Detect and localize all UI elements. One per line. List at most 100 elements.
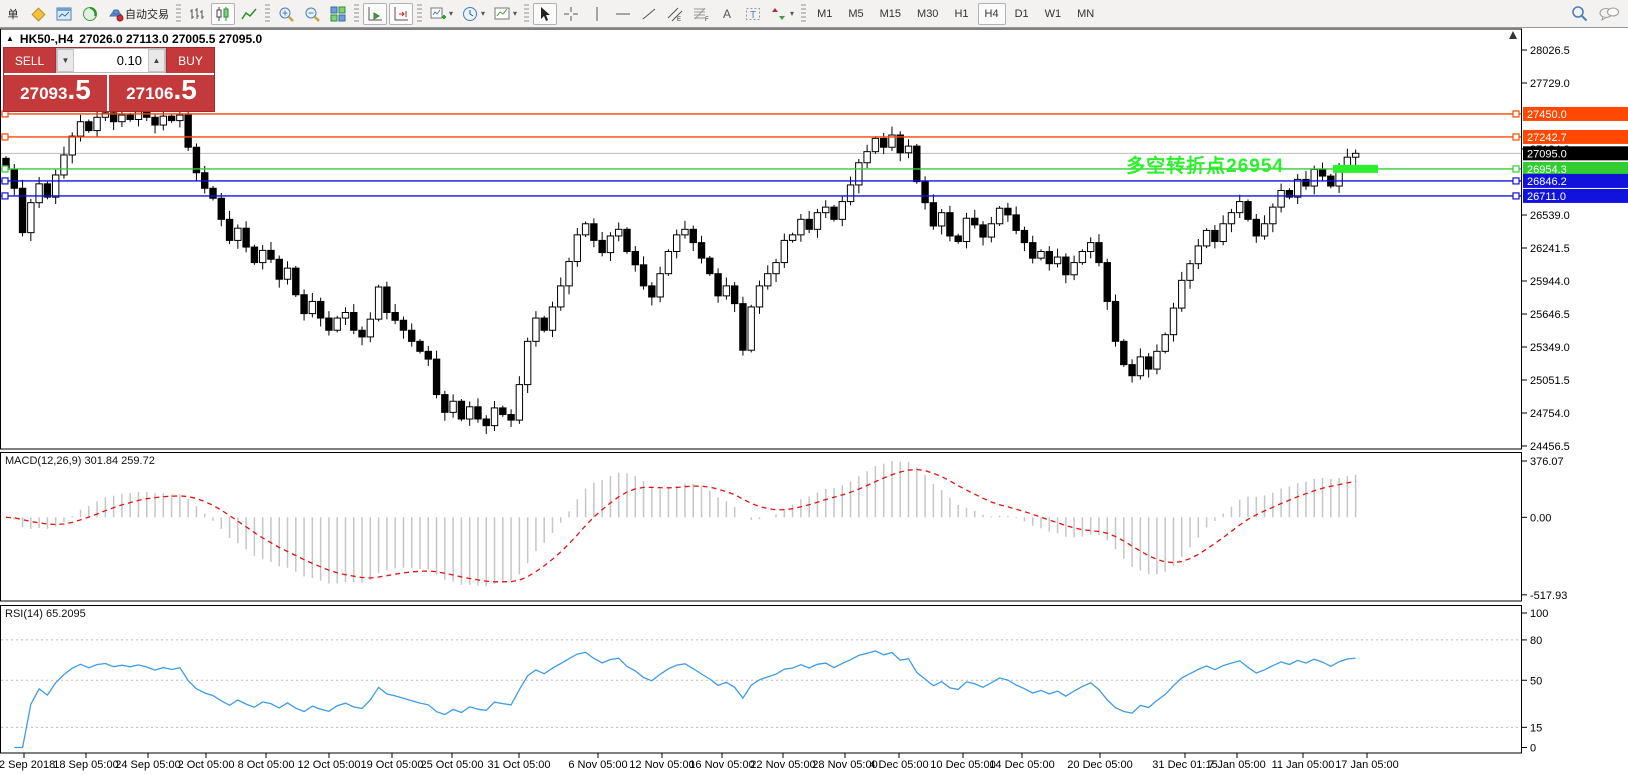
timeframe-h4-button[interactable]: H4 [977, 2, 1006, 25]
autotrading-button[interactable]: 自动交易 [104, 3, 172, 25]
volume-increase-button[interactable]: ▲ [148, 49, 165, 72]
svg-text:12 Nov 05:00: 12 Nov 05:00 [629, 759, 694, 771]
text-button[interactable]: A [715, 3, 739, 25]
timeframe-m15-button[interactable]: M15 [879, 7, 902, 20]
buy-button[interactable]: BUY [166, 48, 214, 73]
periods-button[interactable]: ▾ [458, 3, 488, 25]
svg-text:12 Oct 05:00: 12 Oct 05:00 [298, 759, 361, 771]
price-level-label: 26711.0 [1523, 188, 1628, 203]
dropdown-caret-icon[interactable]: ▾ [790, 9, 795, 18]
auto-scroll-button[interactable] [363, 2, 387, 25]
timeframe-w1-button[interactable]: W1 [1044, 7, 1062, 20]
crosshair-button[interactable] [559, 3, 583, 25]
svg-text:376.07: 376.07 [1530, 456, 1564, 468]
channel-button[interactable]: E [663, 3, 687, 25]
template-icon [493, 5, 511, 23]
timeframe-mn-button[interactable]: MN [1077, 7, 1095, 20]
svg-text:14 Dec 05:00: 14 Dec 05:00 [989, 759, 1054, 771]
svg-text:18 Sep 05:00: 18 Sep 05:00 [53, 759, 118, 771]
zoom-out-button[interactable] [300, 3, 324, 25]
tile-windows-button[interactable] [326, 3, 350, 25]
symbol-name: HK50-,H4 [19, 32, 74, 46]
vertical-line-button[interactable] [585, 3, 609, 25]
autotrading-button-label: 自动交易 [125, 8, 169, 21]
svg-text:F: F [705, 17, 709, 23]
svg-text:80: 80 [1530, 635, 1542, 647]
timeframe-m30-button[interactable]: M30 [917, 7, 939, 20]
new-order-button-label: 单 [7, 8, 19, 21]
fibonacci-button[interactable]: F [689, 3, 713, 25]
zoom-in-button[interactable] [274, 3, 298, 25]
trendline-icon [640, 5, 658, 23]
candlesticks [2, 103, 1360, 435]
dropdown-caret-icon[interactable]: ▾ [449, 9, 454, 18]
timeframe-m1-button[interactable]: M1 [817, 7, 833, 20]
svg-text:50: 50 [1530, 675, 1542, 687]
indicators-button[interactable]: ▾ [426, 3, 456, 25]
toolbar-separator [176, 3, 181, 24]
svg-text:E: E [677, 17, 681, 23]
yellow-diamond-icon [29, 5, 47, 23]
cursor-icon [536, 5, 554, 23]
price-axis[interactable]: 28026.527729.027134.026539.026241.525944… [1522, 45, 1570, 453]
cursor-button[interactable] [533, 2, 558, 25]
arrows-icon [770, 5, 788, 23]
arrows-button[interactable]: ▾ [767, 3, 797, 25]
svg-text:26241.5: 26241.5 [1530, 243, 1570, 255]
tile-icon [329, 5, 347, 23]
toolbar-right-group [1566, 3, 1624, 25]
timeframe-m5-button[interactable]: M5 [848, 7, 864, 20]
sell-button[interactable]: SELL [4, 48, 56, 73]
horizontal-line-26954.3[interactable] [1, 165, 1521, 173]
svg-text:25944.0: 25944.0 [1530, 276, 1570, 288]
price-level-label: 27450.0 [1523, 106, 1628, 121]
sell-price[interactable]: 27093.5 [4, 75, 109, 111]
svg-text:100: 100 [1530, 608, 1548, 620]
symbol-title: ▲ HK50-,H4 27026.0 27113.0 27005.5 27095… [6, 32, 262, 46]
chat-icon [1598, 4, 1620, 24]
svg-text:27729.0: 27729.0 [1530, 78, 1570, 90]
svg-text:26711.0: 26711.0 [1527, 191, 1566, 203]
volume-input[interactable]: 0.10 [74, 49, 148, 72]
line-chart-button[interactable] [237, 3, 261, 25]
navigator-icon [81, 5, 99, 23]
autoscroll-icon [366, 5, 384, 23]
toolbar: 单 自动交易 ▾ ▾ ▾ E F A T ▾ M1 M5 M15 M30 H1 H4 D1 W1 MN [0, 0, 1628, 28]
timeframe-d1-button[interactable]: D1 [1014, 7, 1029, 20]
bar-chart-button[interactable] [185, 3, 209, 25]
templates-button[interactable]: ▾ [490, 3, 520, 25]
collapse-triangle-icon[interactable]: ▲ [6, 33, 14, 43]
search-button[interactable] [1567, 3, 1593, 25]
chart-annotation-text[interactable]: 多空转折点26954 [1126, 156, 1284, 177]
volume-stepper: ▼ 0.10 ▲ [56, 48, 166, 73]
trendline-button[interactable] [637, 3, 661, 25]
chart-shift-button[interactable] [389, 2, 413, 25]
horizontal-line-button[interactable] [611, 3, 635, 25]
text-label-button[interactable]: T [741, 3, 765, 25]
horizontal-line-26711.0[interactable] [1, 192, 1521, 200]
buy-price[interactable]: 27106.5 [109, 75, 214, 111]
bars-icon [188, 5, 206, 23]
volume-decrease-button[interactable]: ▼ [57, 49, 74, 72]
timeframe-h1-button[interactable]: H1 [954, 7, 969, 20]
navigator-button[interactable] [78, 3, 102, 25]
dropdown-caret-icon[interactable]: ▾ [481, 9, 486, 18]
vline-icon [588, 5, 606, 23]
chat-button[interactable] [1595, 3, 1623, 25]
svg-text:4 Dec 05:00: 4 Dec 05:00 [869, 759, 928, 771]
svg-text:6 Nov 05:00: 6 Nov 05:00 [568, 759, 627, 771]
data-window-button[interactable] [52, 3, 76, 25]
svg-text:25646.5: 25646.5 [1530, 309, 1570, 321]
horizontal-line-26846.2[interactable] [1, 177, 1521, 185]
dropdown-caret-icon[interactable]: ▾ [513, 9, 518, 18]
candlestick-chart-button[interactable] [211, 2, 235, 25]
market-watch-button[interactable] [26, 3, 50, 25]
svg-text:26539.0: 26539.0 [1530, 210, 1570, 222]
svg-text:0: 0 [1530, 743, 1536, 755]
horizontal-line-27242.7[interactable] [1, 133, 1521, 141]
svg-text:24754.0: 24754.0 [1530, 408, 1570, 420]
new-order-button[interactable]: 单 [2, 3, 24, 25]
